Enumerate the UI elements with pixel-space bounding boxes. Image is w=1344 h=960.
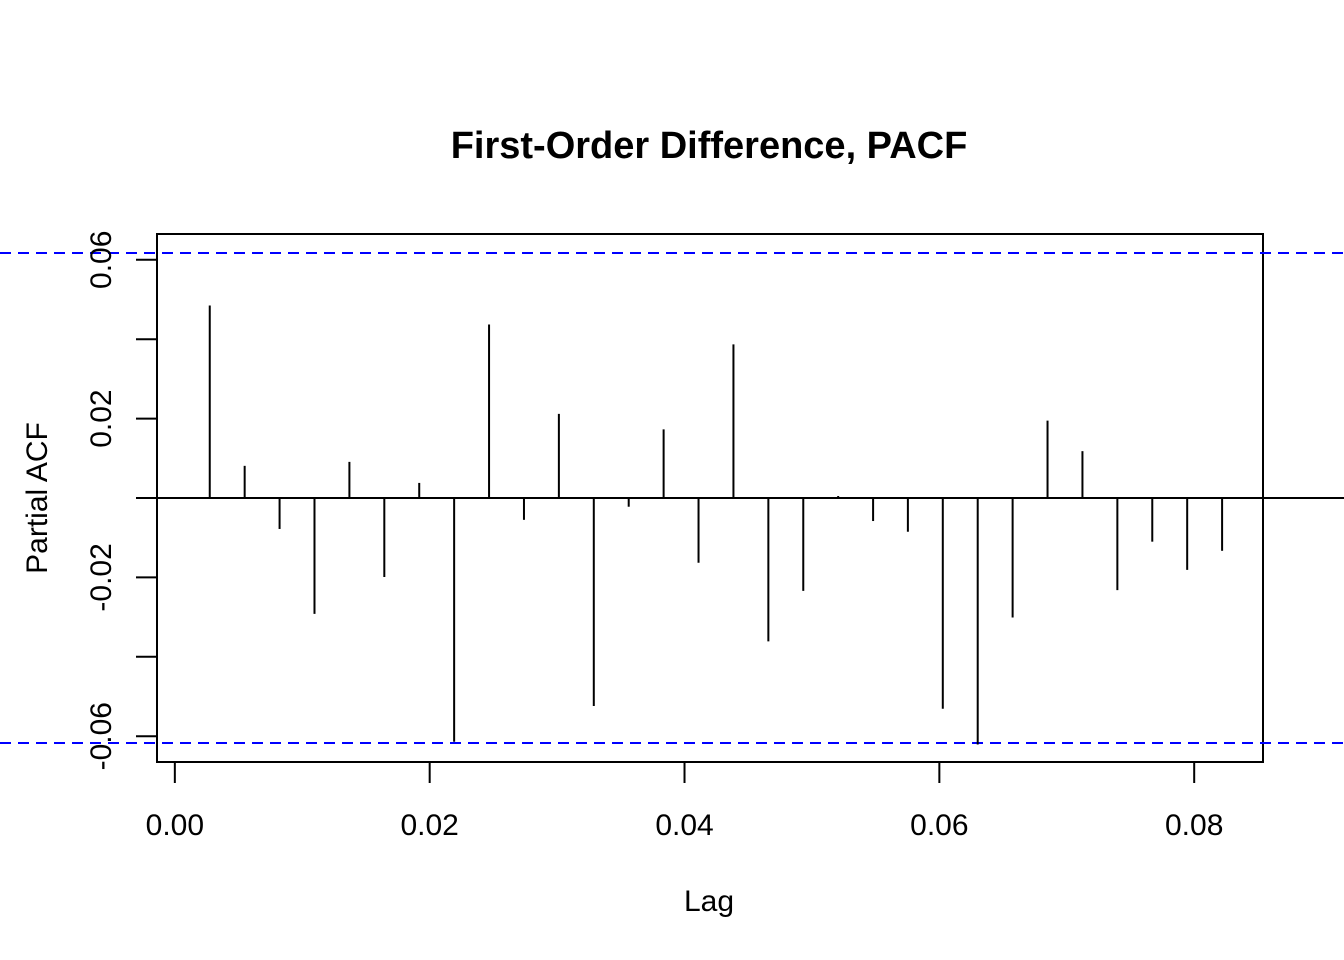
confidence-bounds: [0, 252, 1344, 744]
y-axis-label: Partial ACF: [21, 422, 54, 574]
y-tick-label: 0.06: [85, 231, 118, 289]
x-axis-label: Lag: [684, 885, 734, 918]
y-tick-label: -0.02: [85, 543, 118, 611]
chart-title: First-Order Difference, PACF: [451, 125, 968, 167]
x-tick-label: 0.02: [400, 809, 458, 842]
x-tick-label: 0.04: [655, 809, 713, 842]
x-axis: 0.00 0.02 0.04 0.06 0.08: [146, 761, 1223, 842]
y-tick-label: -0.06: [85, 702, 118, 770]
x-tick-label: 0.06: [910, 809, 968, 842]
x-tick-label: 0.08: [1165, 809, 1223, 842]
y-tick-label: 0.02: [85, 389, 118, 447]
pacf-spikes: [208, 305, 1224, 745]
y-axis: -0.06 -0.02 0.02 0.06: [85, 231, 158, 770]
x-tick-label: 0.00: [146, 809, 204, 842]
